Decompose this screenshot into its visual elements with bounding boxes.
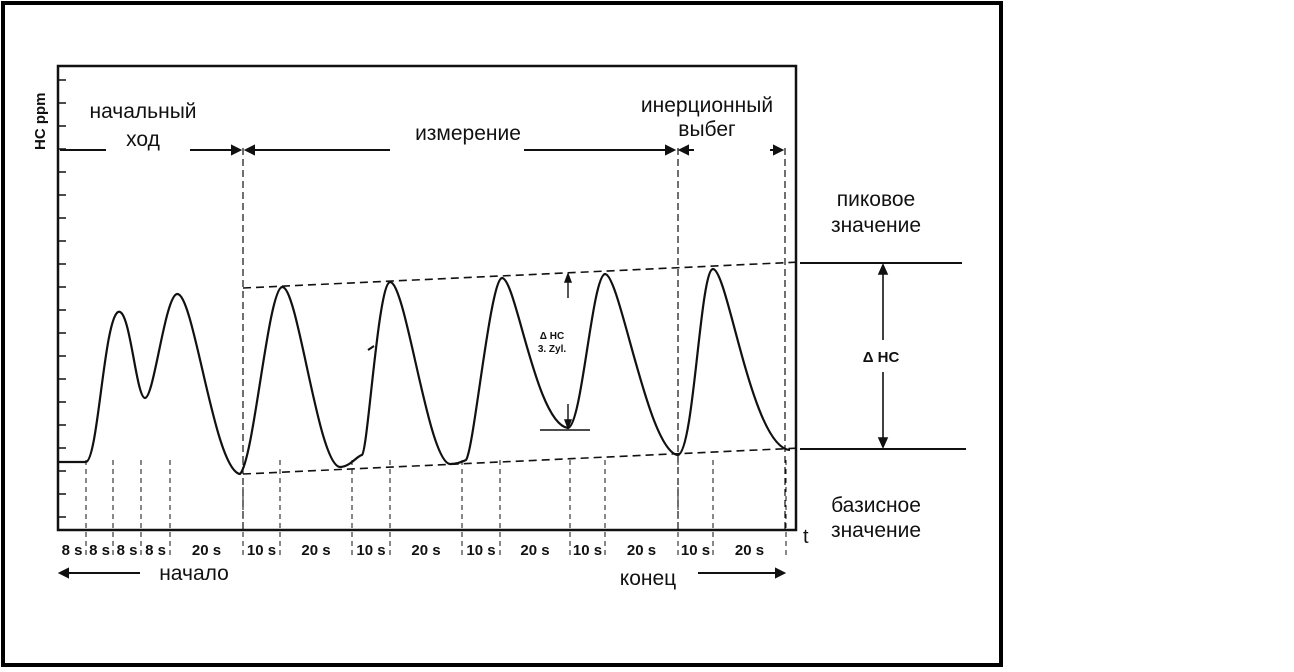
- timeline-label: 10 s: [466, 542, 495, 559]
- y-axis-ticks: [58, 79, 66, 518]
- timeline-label: 20 s: [735, 542, 764, 559]
- timeline-label: 20 s: [301, 542, 330, 559]
- phase-boundaries: [242, 148, 786, 530]
- timeline-label: 20 s: [411, 542, 440, 559]
- timeline-label: 8 s: [117, 542, 138, 559]
- base-label-line2: значение: [831, 519, 921, 542]
- measurement-label: измерение: [415, 122, 521, 145]
- base-trend-line: [242, 447, 801, 475]
- coastdown-label-line1: инерционный: [641, 94, 773, 117]
- cylinder-delta-label-line1: Δ HC: [540, 331, 564, 342]
- segment-ticks: [85, 460, 787, 555]
- bottom-arrows: [57, 567, 787, 579]
- warmup-label-line2: ход: [126, 128, 160, 151]
- peak-label-line1: пиковое: [837, 188, 915, 211]
- start-label: начало: [159, 562, 229, 585]
- timeline-label: 10 s: [247, 542, 276, 559]
- plot-frame: [56, 64, 798, 532]
- delta-hc-label: Δ HC: [863, 349, 900, 366]
- delta-hc-arrow: [877, 263, 889, 449]
- timeline-label: 8 s: [62, 542, 83, 559]
- timeline-label: 10 s: [573, 542, 602, 559]
- y-axis-label: HC ppm: [32, 93, 49, 151]
- peak-trend-line: [242, 261, 801, 289]
- cylinder-delta-label-line2: 3. Zyl.: [538, 344, 567, 355]
- cylinder-delta-arrow: [540, 272, 590, 431]
- hc-signal-curve: [58, 267, 791, 476]
- timeline-label: 20 s: [627, 542, 656, 559]
- timeline-label: 8 s: [145, 542, 166, 559]
- timeline-label: 10 s: [681, 542, 710, 559]
- outer-border: [1, 1, 1003, 667]
- peak-label-line2: значение: [831, 214, 921, 237]
- small-mark: [367, 345, 375, 351]
- timeline-label: 20 s: [192, 542, 221, 559]
- timeline-label: 8 s: [89, 542, 110, 559]
- timeline-labels: 8 s 8 s 8 s 8 s 20 s 10 s 20 s 10 s 20 s 10 s 20 s…: [62, 542, 765, 559]
- coastdown-label-line2: выбег: [678, 118, 736, 141]
- x-axis-label: t: [803, 526, 809, 548]
- end-label: конец: [620, 567, 676, 590]
- phase-arrows: [60, 144, 785, 156]
- timeline-label: 20 s: [520, 542, 549, 559]
- base-label-line1: базисное: [831, 494, 921, 517]
- warmup-label-line1: начальный: [89, 100, 196, 123]
- timeline-label: 10 s: [356, 542, 385, 559]
